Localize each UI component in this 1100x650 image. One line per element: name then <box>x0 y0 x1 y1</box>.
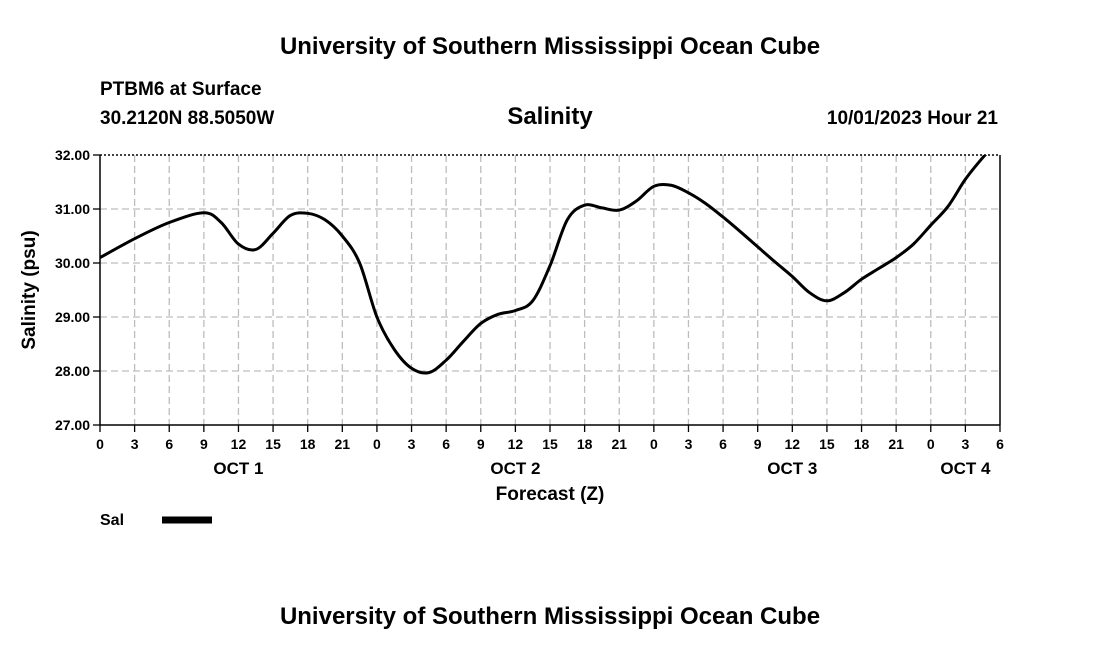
y-tick-label: 31.00 <box>55 201 90 217</box>
y-axis-label: Salinity (psu) <box>19 230 40 349</box>
grid <box>100 155 1000 425</box>
series-layer <box>100 155 988 375</box>
x-tick-label: 12 <box>508 436 524 452</box>
y-tick-label: 27.00 <box>55 417 90 433</box>
station-location: 30.2120N 88.5050W <box>100 108 274 129</box>
chart-title: Salinity <box>507 103 593 130</box>
series-line-sal <box>100 155 988 375</box>
y-axis: 27.00 28.00 29.00 30.00 31.00 32.00 <box>55 147 100 433</box>
x-tick-label: 15 <box>265 436 281 452</box>
footer-title: University of Southern Mississippi Ocean… <box>280 603 820 630</box>
x-tick-label: 9 <box>200 436 208 452</box>
date-label: OCT 1 <box>213 459 263 478</box>
y-tick-label: 28.00 <box>55 363 90 379</box>
date-labels: OCT 1 OCT 2 OCT 3 OCT 4 <box>213 459 991 478</box>
date-label: OCT 2 <box>490 459 540 478</box>
forecast-datetime: 10/01/2023 Hour 21 <box>827 108 999 129</box>
legend: Sal <box>100 512 212 529</box>
date-label: OCT 3 <box>767 459 817 478</box>
x-tick-label: 15 <box>542 436 558 452</box>
x-tick-label: 18 <box>577 436 593 452</box>
x-tick-label: 21 <box>888 436 904 452</box>
x-tick-label: 21 <box>611 436 627 452</box>
x-tick-label: 0 <box>927 436 935 452</box>
date-label: OCT 4 <box>940 459 991 478</box>
legend-label: Sal <box>100 512 124 529</box>
x-axis-label: Forecast (Z) <box>496 484 605 505</box>
station-name: PTBM6 at Surface <box>100 79 262 100</box>
x-tick-label: 12 <box>785 436 801 452</box>
x-tick-label: 12 <box>231 436 247 452</box>
y-tick-label: 29.00 <box>55 309 90 325</box>
x-tick-label: 0 <box>650 436 658 452</box>
page-title: University of Southern Mississippi Ocean… <box>280 33 820 60</box>
x-tick-label: 15 <box>819 436 835 452</box>
x-tick-label: 21 <box>335 436 351 452</box>
x-tick-label: 3 <box>131 436 139 452</box>
x-tick-label: 3 <box>408 436 416 452</box>
x-tick-label: 6 <box>996 436 1004 452</box>
x-tick-label: 6 <box>719 436 727 452</box>
x-tick-label: 18 <box>854 436 870 452</box>
x-tick-label: 18 <box>300 436 316 452</box>
x-axis: 0 3 6 9 12 15 18 21 0 3 6 9 12 15 18 21 0 3 6 9 12 15 18 21 0 3 6 <box>96 425 1004 452</box>
x-tick-label: 3 <box>685 436 693 452</box>
x-tick-label: 6 <box>165 436 173 452</box>
x-tick-label: 3 <box>961 436 969 452</box>
y-tick-label: 30.00 <box>55 255 90 271</box>
x-tick-label: 9 <box>754 436 762 452</box>
y-tick-label: 32.00 <box>55 147 90 163</box>
x-tick-label: 0 <box>373 436 381 452</box>
x-tick-label: 9 <box>477 436 485 452</box>
x-tick-label: 6 <box>442 436 450 452</box>
x-tick-label: 0 <box>96 436 104 452</box>
